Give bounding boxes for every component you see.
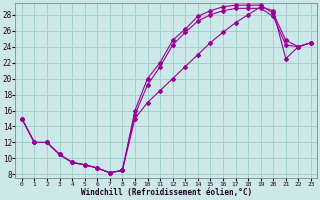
X-axis label: Windchill (Refroidissement éolien,°C): Windchill (Refroidissement éolien,°C) <box>81 188 252 197</box>
